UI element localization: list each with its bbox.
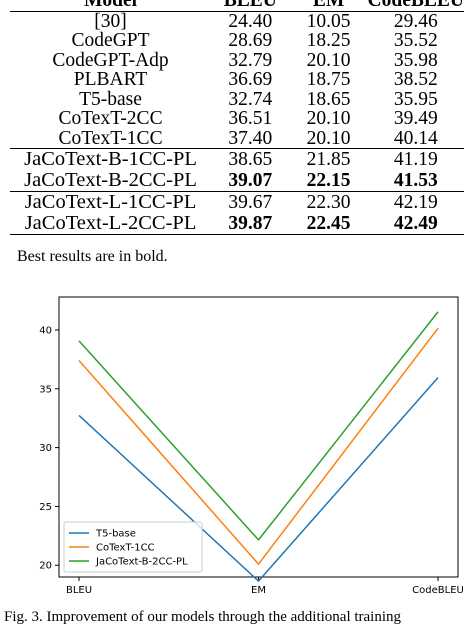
cell-em: 20.10 xyxy=(306,108,351,129)
series-lines xyxy=(78,311,439,582)
cell-codebleu: 41.53 xyxy=(393,169,438,191)
figure-caption: Fig. 3. Improvement of our models throug… xyxy=(4,609,402,625)
table-row: JaCoText-L-1CC-PL 39.67 22.30 42.19 xyxy=(10,191,464,213)
table-footnote: Best results are in bold. xyxy=(17,248,168,265)
cell-bleu: 36.51 xyxy=(228,108,273,129)
cell-codebleu: 29.46 xyxy=(393,10,438,32)
cell-codebleu: 38.52 xyxy=(393,69,438,90)
cell-codebleu: 35.98 xyxy=(393,49,438,71)
cell-bleu: 39.67 xyxy=(211,191,290,213)
cell-codebleu: 42.19 xyxy=(367,191,464,213)
cell-codebleu: 39.49 xyxy=(393,108,438,129)
cell-bleu: 32.79 xyxy=(228,49,273,71)
cell-bleu: 36.69 xyxy=(228,69,273,90)
cell-em: 22.30 xyxy=(289,191,368,213)
line-chart: 20 25 30 35 40 BLEU EM CodeBLEU T5-base CoTexT-… xyxy=(39,296,464,596)
x-tick-label: EM xyxy=(251,585,266,596)
cell-em: 20.10 xyxy=(306,127,351,149)
table-row: CodeGPT-Adp 32.79 20.10 35.98 xyxy=(10,49,464,71)
series-line xyxy=(78,327,439,565)
y-tick-label: 20 xyxy=(39,561,52,572)
cell-bleu: 28.69 xyxy=(228,30,273,51)
cell-em: 22.15 xyxy=(306,169,351,191)
table-row: PLBART 36.69 18.75 38.52 xyxy=(10,70,464,90)
cell-model: CoTexT-1CC xyxy=(58,127,163,149)
y-tick-label: 40 xyxy=(39,325,52,336)
cell-bleu: 32.74 xyxy=(228,88,273,110)
cell-bleu: 37.40 xyxy=(228,127,273,149)
y-tick-label: 25 xyxy=(39,502,52,513)
cell-model: JaCoText-L-1CC-PL xyxy=(10,191,212,213)
table-row: CodeGPT 28.69 18.25 35.52 xyxy=(10,31,464,51)
table-row: JaCoText-B-2CC-PL 39.07 22.15 41.53 xyxy=(10,170,464,192)
cell-em: 18.25 xyxy=(306,30,351,51)
cell-bleu: 38.65 xyxy=(211,148,290,170)
cell-model: PLBART xyxy=(73,69,148,90)
table-row: JaCoText-B-1CC-PL 38.65 21.85 41.19 xyxy=(10,148,464,170)
cell-codebleu: 40.14 xyxy=(393,127,438,149)
cell-em: 18.65 xyxy=(306,88,351,110)
cell-model: CodeGPT xyxy=(71,30,150,51)
table-row: T5-base 32.74 18.65 35.95 xyxy=(10,88,464,110)
cell-em: 10.05 xyxy=(306,10,351,32)
table-row: JaCoText-L-2CC-PL 39.87 22.45 42.49 xyxy=(10,213,464,235)
cell-model: CoTexT-2CC xyxy=(58,108,163,129)
x-tick-label: BLEU xyxy=(66,585,92,596)
cell-codebleu: 35.52 xyxy=(393,30,438,51)
header-codebleu: CodeBLEU xyxy=(367,0,464,12)
series-line xyxy=(78,377,439,582)
cell-codebleu: 42.49 xyxy=(367,213,464,235)
cell-em: 21.85 xyxy=(289,148,368,170)
cell-codebleu: 41.19 xyxy=(367,148,464,170)
legend: T5-base CoTexT-1CC JaCoText-B-2CC-PL xyxy=(63,521,203,573)
cell-model: JaCoText-B-1CC-PL xyxy=(10,148,212,170)
cell-model: JaCoText-B-2CC-PL xyxy=(24,169,197,192)
legend-box xyxy=(63,521,203,573)
cell-em: 18.75 xyxy=(306,69,351,90)
legend-label: T5-base xyxy=(95,529,136,540)
cell-bleu: 39.87 xyxy=(211,213,290,235)
cell-model: CodeGPT-Adp xyxy=(52,49,169,71)
header-em: EM xyxy=(289,0,368,12)
results-table: Model BLEU EM CodeBLEU [30] 24.40 10.05 … xyxy=(10,0,464,235)
legend-label: CoTexT-1CC xyxy=(96,543,155,554)
x-tick-label: CodeBLEU xyxy=(412,585,464,596)
table-header-row: Model BLEU EM CodeBLEU xyxy=(10,0,464,12)
y-tick-label: 35 xyxy=(39,384,52,395)
cell-model: [30] xyxy=(94,10,127,32)
cell-codebleu: 35.95 xyxy=(393,88,438,110)
x-axis: BLEU EM CodeBLEU xyxy=(66,577,464,596)
cell-em: 22.45 xyxy=(289,213,368,235)
series-line xyxy=(78,311,439,541)
table-row: CoTexT-1CC 37.40 20.10 40.14 xyxy=(10,127,464,149)
table-row: CoTexT-2CC 36.51 20.10 39.49 xyxy=(10,109,464,129)
header-model: Model xyxy=(10,0,212,12)
cell-bleu: 24.40 xyxy=(228,10,273,32)
y-tick-label: 30 xyxy=(39,443,52,454)
table-row: [30] 24.40 10.05 29.46 xyxy=(10,11,464,31)
legend-label: JaCoText-B-2CC-PL xyxy=(95,557,188,568)
legend-items: T5-base CoTexT-1CC JaCoText-B-2CC-PL xyxy=(69,529,188,568)
y-axis: 20 25 30 35 40 xyxy=(39,325,59,572)
cell-model: JaCoText-L-2CC-PL xyxy=(10,213,212,235)
cell-model: T5-base xyxy=(79,88,142,110)
header-bleu: BLEU xyxy=(211,0,290,12)
cell-bleu: 39.07 xyxy=(228,169,273,191)
cell-em: 20.10 xyxy=(306,49,351,71)
